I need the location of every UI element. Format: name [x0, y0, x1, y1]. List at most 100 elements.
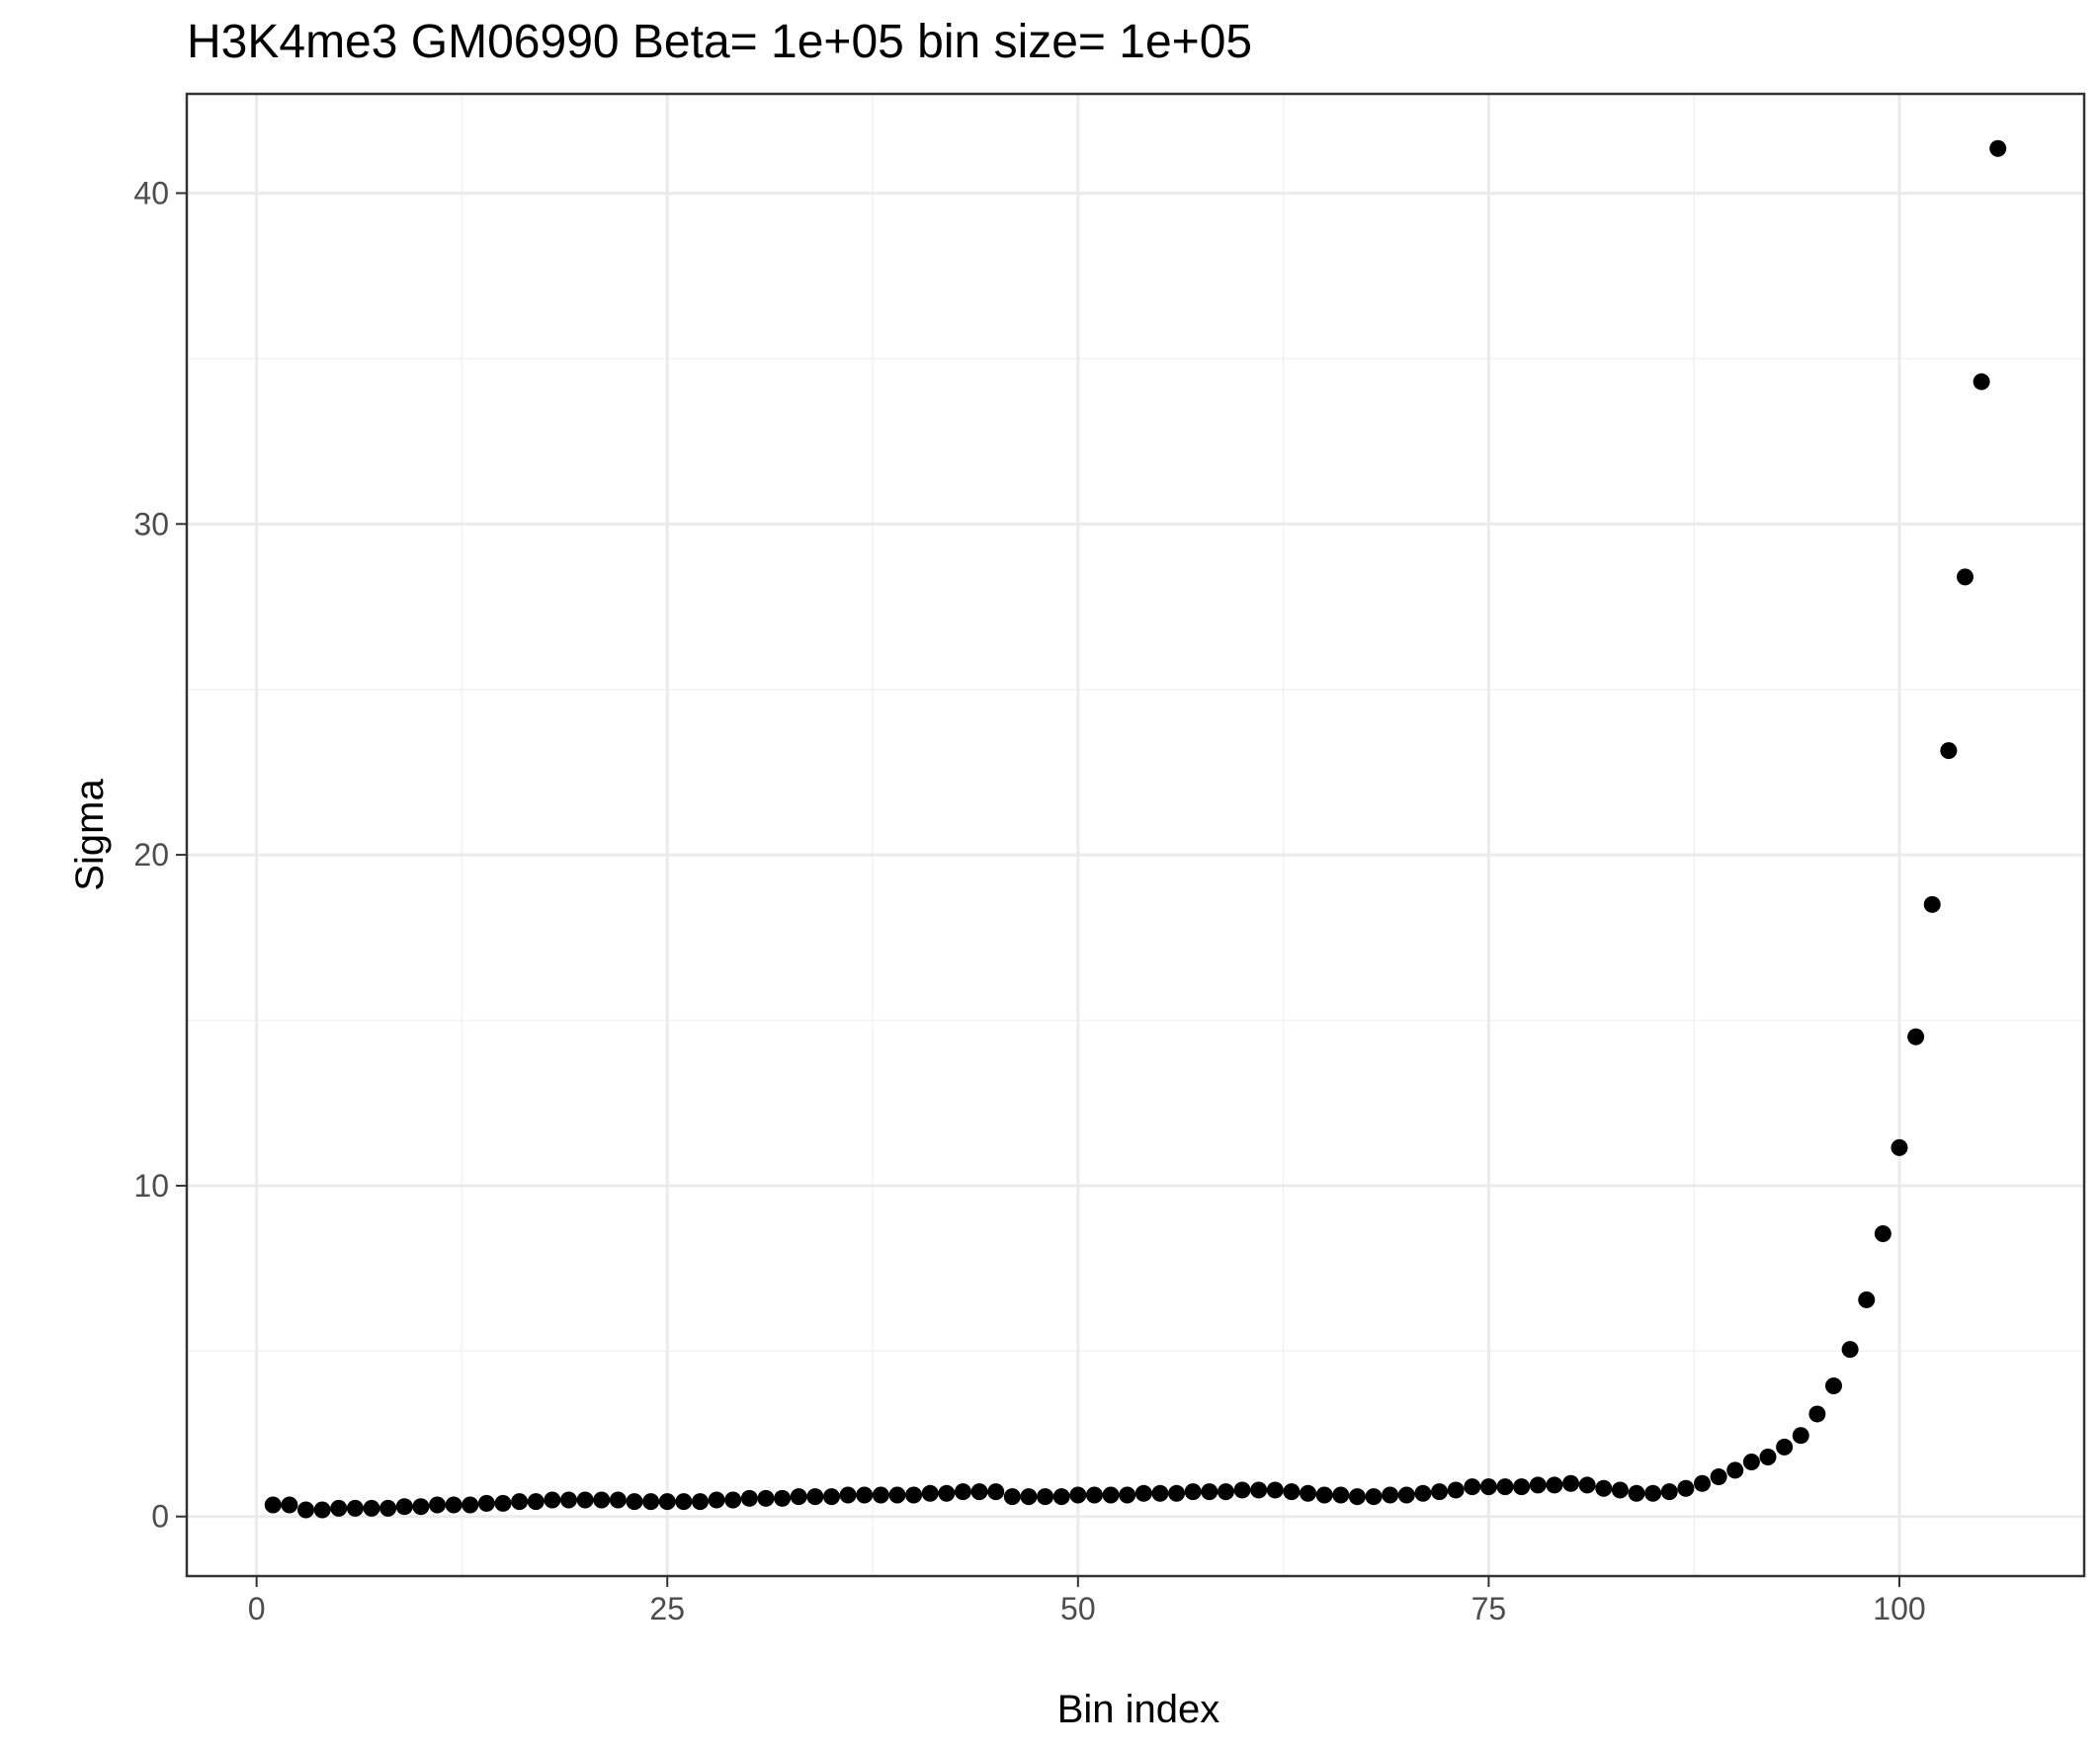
data-point	[1266, 1481, 1284, 1499]
data-point	[1710, 1468, 1727, 1486]
data-point	[1644, 1484, 1662, 1502]
data-point	[708, 1491, 725, 1509]
data-point	[1726, 1461, 1744, 1479]
data-point	[1677, 1479, 1695, 1497]
x-tick-label: 100	[1873, 1591, 1925, 1626]
data-point	[1414, 1484, 1432, 1502]
data-point	[363, 1499, 380, 1517]
data-point	[1052, 1488, 1070, 1506]
data-point	[1989, 139, 2007, 157]
data-point	[1973, 373, 1990, 390]
data-point	[297, 1501, 315, 1519]
data-point	[1529, 1476, 1547, 1494]
data-point	[1397, 1486, 1415, 1504]
plot-panel-border	[185, 92, 2086, 1578]
data-point	[346, 1499, 364, 1517]
data-point	[1841, 1341, 1859, 1359]
x-tick-label: 50	[1060, 1591, 1096, 1626]
data-point	[757, 1489, 775, 1507]
data-point	[1382, 1486, 1399, 1504]
data-point	[740, 1489, 758, 1507]
data-point	[1923, 895, 1941, 913]
data-point	[1283, 1483, 1301, 1501]
data-points	[264, 139, 2007, 1519]
data-point	[1628, 1484, 1645, 1502]
data-point	[1217, 1483, 1234, 1501]
data-point	[1595, 1479, 1613, 1497]
data-point	[1250, 1481, 1268, 1499]
data-point	[1907, 1028, 1925, 1045]
data-point	[1300, 1484, 1317, 1502]
data-point	[1464, 1478, 1481, 1496]
data-point	[1513, 1478, 1531, 1496]
data-point	[987, 1483, 1005, 1501]
data-point	[1890, 1138, 1908, 1156]
data-point	[724, 1491, 742, 1509]
data-point	[1660, 1483, 1678, 1501]
data-point	[1694, 1474, 1712, 1492]
major-gridlines	[187, 94, 2084, 1576]
data-point	[1233, 1481, 1251, 1499]
minor-gridlines	[187, 94, 2084, 1576]
data-point	[1956, 568, 1974, 586]
data-point	[1003, 1488, 1021, 1506]
data-point	[1315, 1486, 1333, 1504]
data-point	[938, 1484, 956, 1502]
data-point	[658, 1493, 676, 1511]
data-point	[1365, 1488, 1383, 1506]
data-point	[1447, 1481, 1465, 1499]
data-point	[593, 1491, 611, 1509]
data-point	[921, 1484, 939, 1502]
data-point	[839, 1486, 857, 1504]
data-point	[872, 1486, 889, 1504]
y-tick-label: 10	[133, 1168, 169, 1204]
data-point	[1874, 1224, 1891, 1242]
data-point	[1184, 1483, 1202, 1501]
data-point	[559, 1491, 577, 1509]
data-point	[1824, 1376, 1842, 1394]
data-point	[1742, 1453, 1760, 1470]
data-point	[970, 1483, 988, 1501]
chart-title: H3K4me3 GM06990 Beta= 1e+05 bin size= 1e…	[187, 16, 1252, 68]
x-tick-label: 75	[1471, 1591, 1507, 1626]
data-point	[675, 1493, 693, 1511]
data-point	[954, 1483, 971, 1501]
data-point	[1168, 1484, 1186, 1502]
data-point	[1562, 1474, 1580, 1492]
data-point	[494, 1494, 512, 1512]
data-point	[856, 1486, 874, 1504]
data-point	[1496, 1478, 1514, 1496]
data-point	[1808, 1405, 1826, 1423]
data-point	[462, 1496, 479, 1514]
data-point	[330, 1499, 348, 1517]
data-point	[1858, 1291, 1876, 1308]
data-point	[1759, 1448, 1777, 1465]
data-point	[1431, 1483, 1449, 1501]
data-point	[1085, 1486, 1103, 1504]
data-point	[477, 1494, 495, 1512]
data-point	[281, 1496, 298, 1514]
data-point	[1102, 1486, 1120, 1504]
data-point	[1792, 1427, 1809, 1445]
data-point	[395, 1498, 413, 1516]
data-point	[888, 1486, 906, 1504]
x-tick-label: 25	[649, 1591, 685, 1626]
data-point	[511, 1493, 529, 1511]
data-point	[1020, 1488, 1038, 1506]
y-axis: 0 10 20 30 40	[133, 175, 187, 1535]
data-point	[1332, 1486, 1350, 1504]
data-point	[1611, 1481, 1629, 1499]
y-tick-label: 20	[133, 837, 169, 873]
data-point	[412, 1498, 430, 1516]
data-point	[1069, 1486, 1087, 1504]
data-point	[822, 1488, 840, 1506]
data-point	[544, 1491, 561, 1509]
data-point	[1201, 1483, 1218, 1501]
data-point	[642, 1493, 660, 1511]
x-tick-label: 0	[248, 1591, 266, 1626]
data-point	[445, 1496, 462, 1514]
data-point	[429, 1496, 447, 1514]
data-point	[1578, 1476, 1596, 1494]
